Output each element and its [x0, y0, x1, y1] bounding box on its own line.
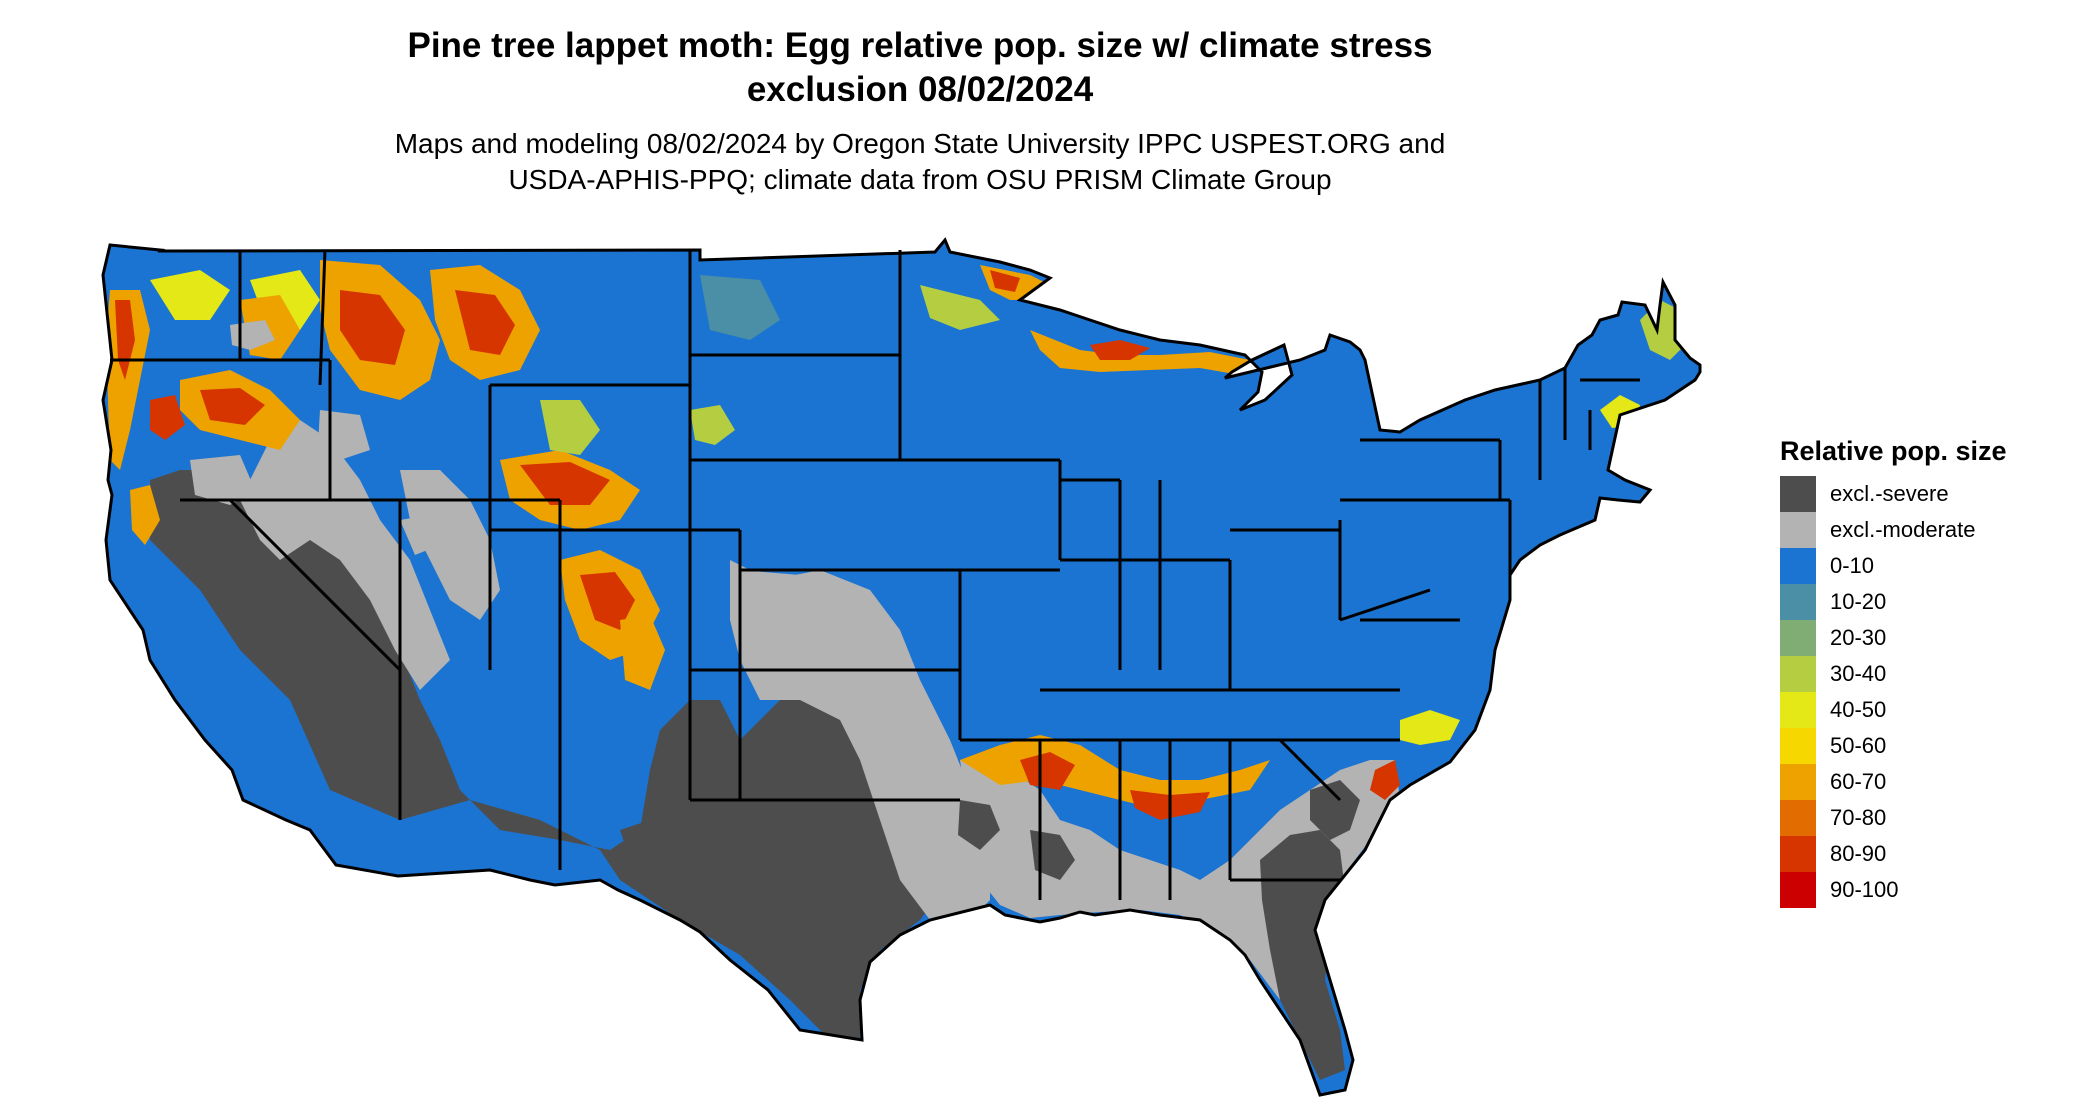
map-subtitle-line1: Maps and modeling 08/02/2024 by Oregon S… [394, 128, 1446, 159]
legend-swatch [1780, 872, 1816, 908]
zone-high-great-lakes [700, 265, 1250, 375]
legend-item: 20-30 [1780, 620, 2080, 656]
map-zones [106, 260, 1690, 1080]
legend-item: excl.-severe [1780, 476, 2080, 512]
legend-item: 40-50 [1780, 692, 2080, 728]
legend-swatch [1780, 728, 1816, 764]
legend-item: 60-70 [1780, 764, 2080, 800]
legend-item: 80-90 [1780, 836, 2080, 872]
zone-excl-severe-carolina [1310, 780, 1360, 840]
legend-swatch [1780, 476, 1816, 512]
legend-item: 0-10 [1780, 548, 2080, 584]
legend-label: 50-60 [1830, 733, 1887, 758]
legend-items: excl.-severe excl.-moderate 0-10 10-20 20-30… [1780, 476, 2080, 908]
legend-swatch [1780, 764, 1816, 800]
zone-excl-moderate-basin [240, 420, 450, 690]
state-lines [110, 249, 1640, 900]
legend-title: Relative pop. size [1780, 436, 2007, 466]
legend-label: 80-90 [1830, 841, 1887, 866]
state-boundaries [101, 238, 1702, 1097]
zone-high-northwest [106, 260, 735, 690]
legend-item: 70-80 [1780, 800, 2080, 836]
map-title-line1: Pine tree lappet moth: Egg relative pop.… [407, 26, 1433, 65]
legend-label: 20-30 [1830, 625, 1887, 650]
map-title-line2: exclusion 08/02/2024 [746, 70, 1094, 109]
zone-excl-moderate-west-slope [400, 470, 500, 620]
legend-label: 0-10 [1830, 553, 1875, 578]
map-subtitle-line2: USDA-APHIS-PPQ; climate data from OSU PR… [508, 164, 1332, 195]
legend-label: 30-40 [1830, 661, 1887, 686]
zone-excl-moderate-kansas [740, 570, 880, 680]
zone-high-southeast [960, 710, 1460, 820]
legend-item: excl.-moderate [1780, 512, 2080, 548]
legend-item: 50-60 [1780, 728, 2080, 764]
zone-excl-severe-west-texas [620, 820, 700, 920]
zone-excl-moderate-northwest [190, 320, 440, 555]
legend-swatch [1780, 800, 1816, 836]
legend: Relative pop. size excl.-severe excl.-mod… [1780, 434, 2080, 908]
legend-label: 40-50 [1830, 697, 1887, 722]
legend-label: 60-70 [1830, 769, 1887, 794]
zone-excl-severe-southeast [1260, 830, 1345, 1080]
legend-swatch [1780, 584, 1816, 620]
legend-swatch [1780, 692, 1816, 728]
legend-swatch [1780, 548, 1816, 584]
legend-item: 30-40 [1780, 656, 2080, 692]
legend-item: 10-20 [1780, 584, 2080, 620]
legend-label: excl.-severe [1830, 481, 1949, 506]
legend-swatch [1780, 512, 1816, 548]
legend-item: 90-100 [1780, 872, 2080, 908]
legend-swatch [1780, 656, 1816, 692]
zone-excl-severe-southwest [150, 440, 975, 1040]
legend-label: excl.-moderate [1830, 517, 1976, 542]
legend-label: 10-20 [1830, 589, 1887, 614]
legend-swatch [1780, 620, 1816, 656]
legend-label: 70-80 [1830, 805, 1887, 830]
legend-swatch [1780, 836, 1816, 872]
legend-label: 90-100 [1830, 877, 1899, 902]
zone-excl-severe-arkansas [958, 800, 1000, 850]
